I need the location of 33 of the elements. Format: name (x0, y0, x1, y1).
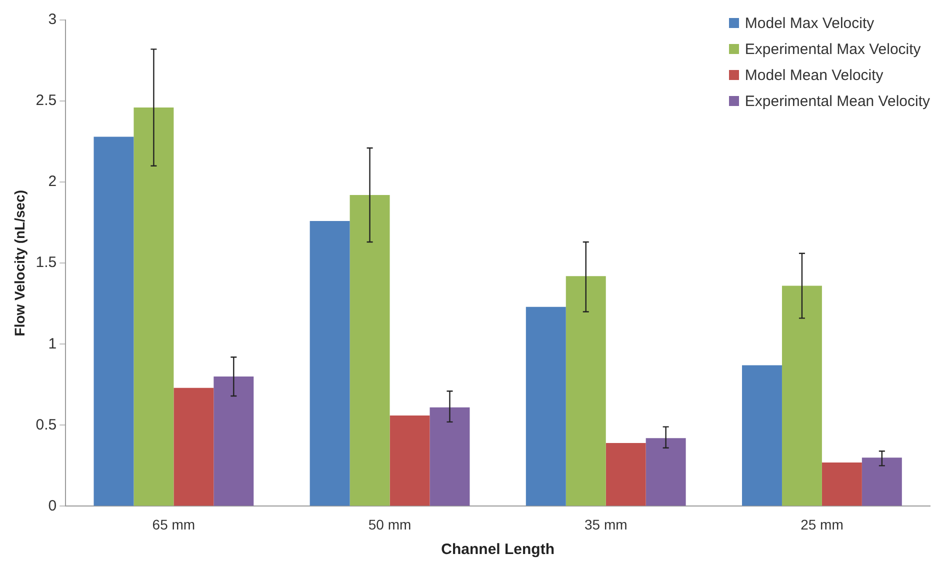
legend-label: Model Mean Velocity (744, 66, 884, 84)
x-tick-label: 25 mm (800, 516, 844, 532)
legend-label: Experimental Mean Velocity (744, 92, 930, 110)
y-tick-label: 2 (48, 173, 57, 190)
x-tick-label: 65 mm (152, 516, 196, 532)
bar (526, 306, 566, 506)
bar (214, 376, 254, 506)
bar (94, 136, 134, 506)
bar (742, 365, 782, 506)
y-tick-label: 0 (48, 497, 57, 514)
bar (606, 442, 646, 506)
bar (350, 195, 390, 506)
legend-label: Model Max Velocity (744, 14, 874, 32)
x-axis-title: Channel Length (441, 541, 554, 558)
bar (390, 415, 430, 506)
bar (430, 407, 470, 506)
bar (646, 438, 686, 506)
legend-label: Experimental Max Velocity (744, 40, 921, 58)
x-tick-label: 35 mm (584, 516, 628, 532)
bar (566, 276, 606, 506)
bar (822, 462, 862, 506)
y-tick-label: 1.5 (36, 254, 57, 272)
bar (174, 388, 214, 506)
y-tick-label: 1 (48, 335, 57, 352)
y-tick-label: 0.5 (36, 416, 57, 434)
x-tick-label: 50 mm (368, 516, 412, 532)
y-tick-label: 3 (48, 11, 57, 28)
y-axis-title: Flow Velocity (nL/sec) (11, 190, 28, 336)
bar (310, 220, 350, 506)
bar (862, 458, 902, 506)
bar (782, 286, 822, 506)
bar (134, 108, 174, 506)
y-tick-label: 2.5 (36, 92, 57, 110)
